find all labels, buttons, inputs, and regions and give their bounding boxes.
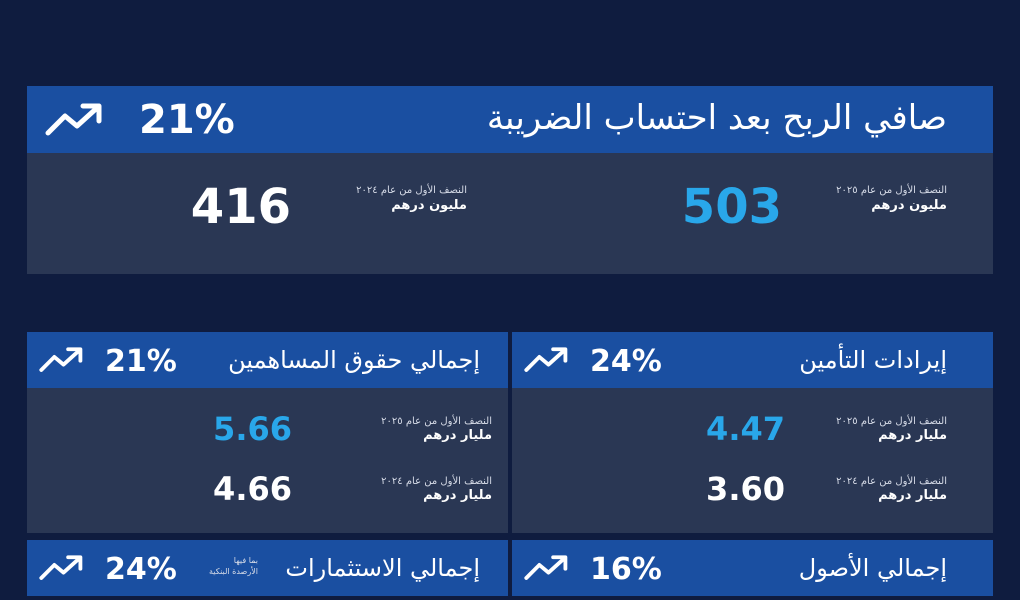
net-profit-header: 21% صافي الربح بعد احتساب الضريبة (27, 86, 993, 153)
current-period-label: النصف الأول من عام ٢٠٢٥ (381, 416, 492, 427)
trend-up-icon (39, 555, 83, 580)
trend-up-icon (524, 555, 568, 580)
previous-period-label: النصف الأول من عام ٢٠٢٤ (836, 476, 947, 487)
shareholders-equity-title: إجمالي حقوق المساهمين (228, 346, 480, 374)
previous-period-label: النصف الأول من عام ٢٠٢٤ (356, 185, 467, 196)
insurance-revenue-header: 24% إيرادات التأمين (512, 332, 993, 388)
shareholders-equity-header: 21% إجمالي حقوق المساهمين (27, 332, 508, 388)
total-investments-note-1: بما فيها (233, 556, 258, 565)
total-assets-header: 16% إجمالي الأصول (512, 540, 993, 596)
shareholders-equity-body: النصف الأول من عام ٢٠٢٥ مليار درهم 5.66 … (27, 388, 508, 533)
total-assets-card: 16% إجمالي الأصول (512, 540, 993, 600)
insurance-revenue-card: 24% إيرادات التأمين النصف الأول من عام ٢… (512, 332, 993, 533)
total-assets-change: 16% (590, 552, 662, 587)
previous-period-label: النصف الأول من عام ٢٠٢٤ (381, 476, 492, 487)
trend-up-icon (39, 347, 83, 372)
shareholders-equity-current-value: 5.66 (213, 410, 292, 448)
total-investments-card: 24% بما فيها الأرصدة البنكية إجمالي الاس… (27, 540, 508, 600)
shareholders-equity-previous-value: 4.66 (213, 470, 292, 508)
trend-up-icon (524, 347, 568, 372)
total-investments-header: 24% بما فيها الأرصدة البنكية إجمالي الاس… (27, 540, 508, 596)
shareholders-equity-card: 21% إجمالي حقوق المساهمين النصف الأول من… (27, 332, 508, 533)
net-profit-current-value: 503 (681, 179, 782, 235)
current-unit-label: مليون درهم (871, 198, 947, 213)
insurance-revenue-current-value: 4.47 (706, 410, 785, 448)
total-investments-change: 24% (105, 552, 177, 587)
total-investments-note-2: الأرصدة البنكية (209, 567, 258, 576)
insurance-revenue-body: النصف الأول من عام ٢٠٢٥ مليار درهم 4.47 … (512, 388, 993, 533)
net-profit-previous-value: 416 (190, 179, 291, 235)
net-profit-card: 21% صافي الربح بعد احتساب الضريبة النصف … (27, 86, 993, 274)
previous-unit-label: مليار درهم (878, 488, 947, 503)
insurance-revenue-change: 24% (590, 344, 662, 379)
insurance-revenue-title: إيرادات التأمين (799, 346, 947, 374)
net-profit-change: 21% (139, 97, 235, 143)
previous-unit-label: مليار درهم (423, 488, 492, 503)
net-profit-title: صافي الربح بعد احتساب الضريبة (486, 98, 947, 138)
current-period-label: النصف الأول من عام ٢٠٢٥ (836, 185, 947, 196)
net-profit-body: النصف الأول من عام ٢٠٢٥ مليون درهم 503 ا… (27, 153, 993, 274)
total-investments-title: إجمالي الاستثمارات (285, 554, 480, 582)
current-period-label: النصف الأول من عام ٢٠٢٥ (836, 416, 947, 427)
current-unit-label: مليار درهم (423, 428, 492, 443)
total-assets-title: إجمالي الأصول (798, 554, 947, 582)
trend-up-icon (45, 103, 102, 136)
previous-unit-label: مليون درهم (391, 198, 467, 213)
insurance-revenue-previous-value: 3.60 (706, 470, 785, 508)
shareholders-equity-change: 21% (105, 344, 177, 379)
current-unit-label: مليار درهم (878, 428, 947, 443)
